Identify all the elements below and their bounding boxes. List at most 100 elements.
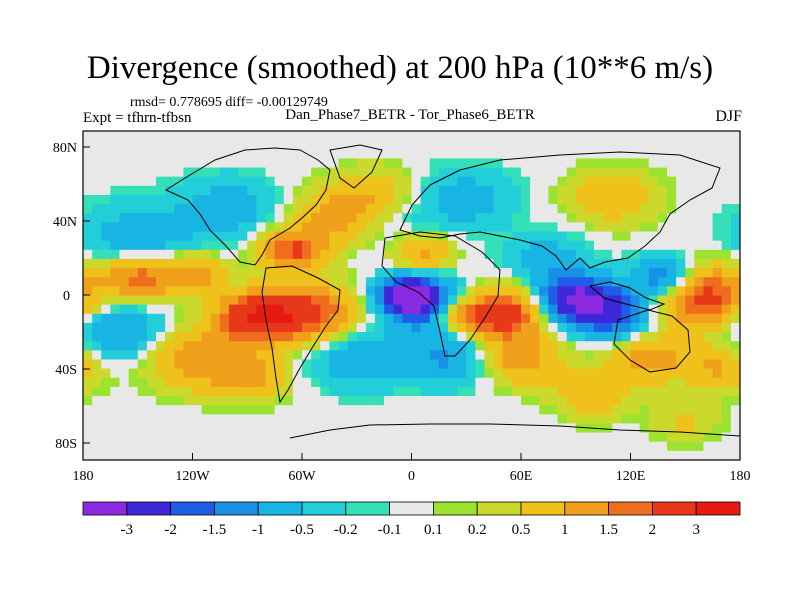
heatmap-cell [657, 158, 668, 169]
heatmap-cell [621, 332, 632, 342]
heatmap-cell [730, 204, 740, 214]
colorbar: -3 -2 -1.5 -1 -0.5 -0.2 -0.1 0.1 0.2 0.5 1 1.5 2 3 [82, 501, 741, 538]
heatmap-cell [438, 350, 449, 361]
heatmap-cell [402, 432, 413, 443]
heatmap-cell [685, 213, 695, 223]
heatmap-cell [128, 414, 139, 425]
heatmap-cell [438, 185, 449, 196]
heatmap-cell [530, 213, 540, 223]
heatmap-cell [238, 450, 248, 460]
heatmap-cell [603, 149, 613, 160]
heatmap-cell [657, 386, 668, 397]
heatmap-cell [448, 231, 458, 242]
heatmap-cell [730, 350, 740, 361]
heatmap-cell [201, 268, 212, 278]
heatmap-cell [265, 368, 276, 379]
heatmap-cell [283, 158, 294, 169]
heatmap-cell [667, 240, 677, 251]
heatmap-cell [128, 304, 139, 315]
heatmap-cell [265, 176, 276, 187]
heatmap-cell [219, 149, 230, 160]
heatmap-cell [393, 295, 403, 306]
heatmap-cell [411, 167, 422, 178]
heatmap-cell [448, 213, 458, 223]
heatmap-cell [594, 295, 604, 306]
heatmap-cell [511, 450, 522, 460]
heatmap-cell [612, 231, 622, 242]
heatmap-cell [137, 368, 148, 379]
heatmap-cell [256, 341, 267, 351]
heatmap-cell [530, 441, 540, 452]
heatmap-cell [83, 441, 93, 452]
heatmap-cell [603, 341, 613, 351]
heatmap-cell [156, 167, 166, 178]
heatmap-cell [256, 295, 267, 306]
heatmap-cell [420, 423, 431, 434]
heatmap-cell [219, 359, 230, 370]
heatmap-cell [539, 368, 549, 379]
heatmap-cell [247, 423, 257, 434]
heatmap-cell [384, 204, 394, 214]
heatmap-cell [356, 359, 367, 370]
heatmap-cell [201, 322, 212, 333]
heatmap-cell [685, 295, 695, 306]
heatmap-cell [292, 249, 303, 260]
heatmap-cell [511, 386, 522, 397]
heatmap-cell [174, 258, 184, 269]
heatmap-cell [338, 149, 349, 160]
heatmap-cell [393, 377, 403, 388]
heatmap-cell [721, 313, 732, 324]
heatmap-cell [101, 158, 111, 169]
heatmap-cell [201, 313, 212, 324]
heatmap-cell [575, 185, 586, 196]
heatmap-cell [667, 341, 677, 351]
heatmap-cell [274, 432, 285, 443]
heatmap-cell [621, 368, 632, 379]
heatmap-cell [192, 176, 203, 187]
heatmap-cell [101, 441, 111, 452]
heatmap-cell [539, 240, 549, 251]
heatmap-cell [92, 149, 102, 160]
heatmap-cell [475, 359, 486, 370]
heatmap-cell [128, 432, 139, 443]
heatmap-cell [566, 231, 577, 242]
heatmap-cell [493, 350, 504, 361]
heatmap-cell [694, 176, 705, 187]
heatmap-cell [110, 441, 121, 452]
heatmap-cell [146, 222, 157, 233]
heatmap-cell [311, 140, 321, 150]
heatmap-cell [475, 295, 486, 306]
heatmap-cell [448, 222, 458, 233]
heatmap-cell [575, 322, 586, 333]
heatmap-cell [137, 258, 148, 269]
heatmap-cell [667, 322, 677, 333]
heatmap-cell [201, 158, 212, 169]
coastline-indonesia [588, 281, 666, 311]
heatmap-cell [511, 286, 522, 297]
heatmap-cell [329, 249, 340, 260]
heatmap-cell [548, 149, 559, 160]
heatmap-cell [603, 322, 613, 333]
heatmap-cell [639, 304, 650, 315]
heatmap-cell [146, 231, 157, 242]
heatmap-cell [694, 149, 705, 160]
heatmap-cell [302, 258, 312, 269]
heatmap-cell [156, 386, 166, 397]
heatmap-cell [539, 222, 549, 233]
heatmap-cell [639, 213, 650, 223]
heatmap-cell [320, 158, 330, 169]
heatmap-cell [667, 167, 677, 178]
heatmap-cell [174, 204, 184, 214]
heatmap-cell [146, 441, 157, 452]
heatmap-cell [384, 167, 394, 178]
heatmap-cell [365, 249, 376, 260]
heatmap-cell [457, 396, 467, 406]
heatmap-cell [292, 441, 303, 452]
heatmap-cell [539, 295, 549, 306]
heatmap-cell [247, 341, 257, 351]
heatmap-cell [311, 149, 321, 160]
heatmap-cell [128, 240, 139, 251]
heatmap-cell [493, 414, 504, 425]
heatmap-cell [676, 231, 686, 242]
heatmap-cell [694, 432, 705, 443]
